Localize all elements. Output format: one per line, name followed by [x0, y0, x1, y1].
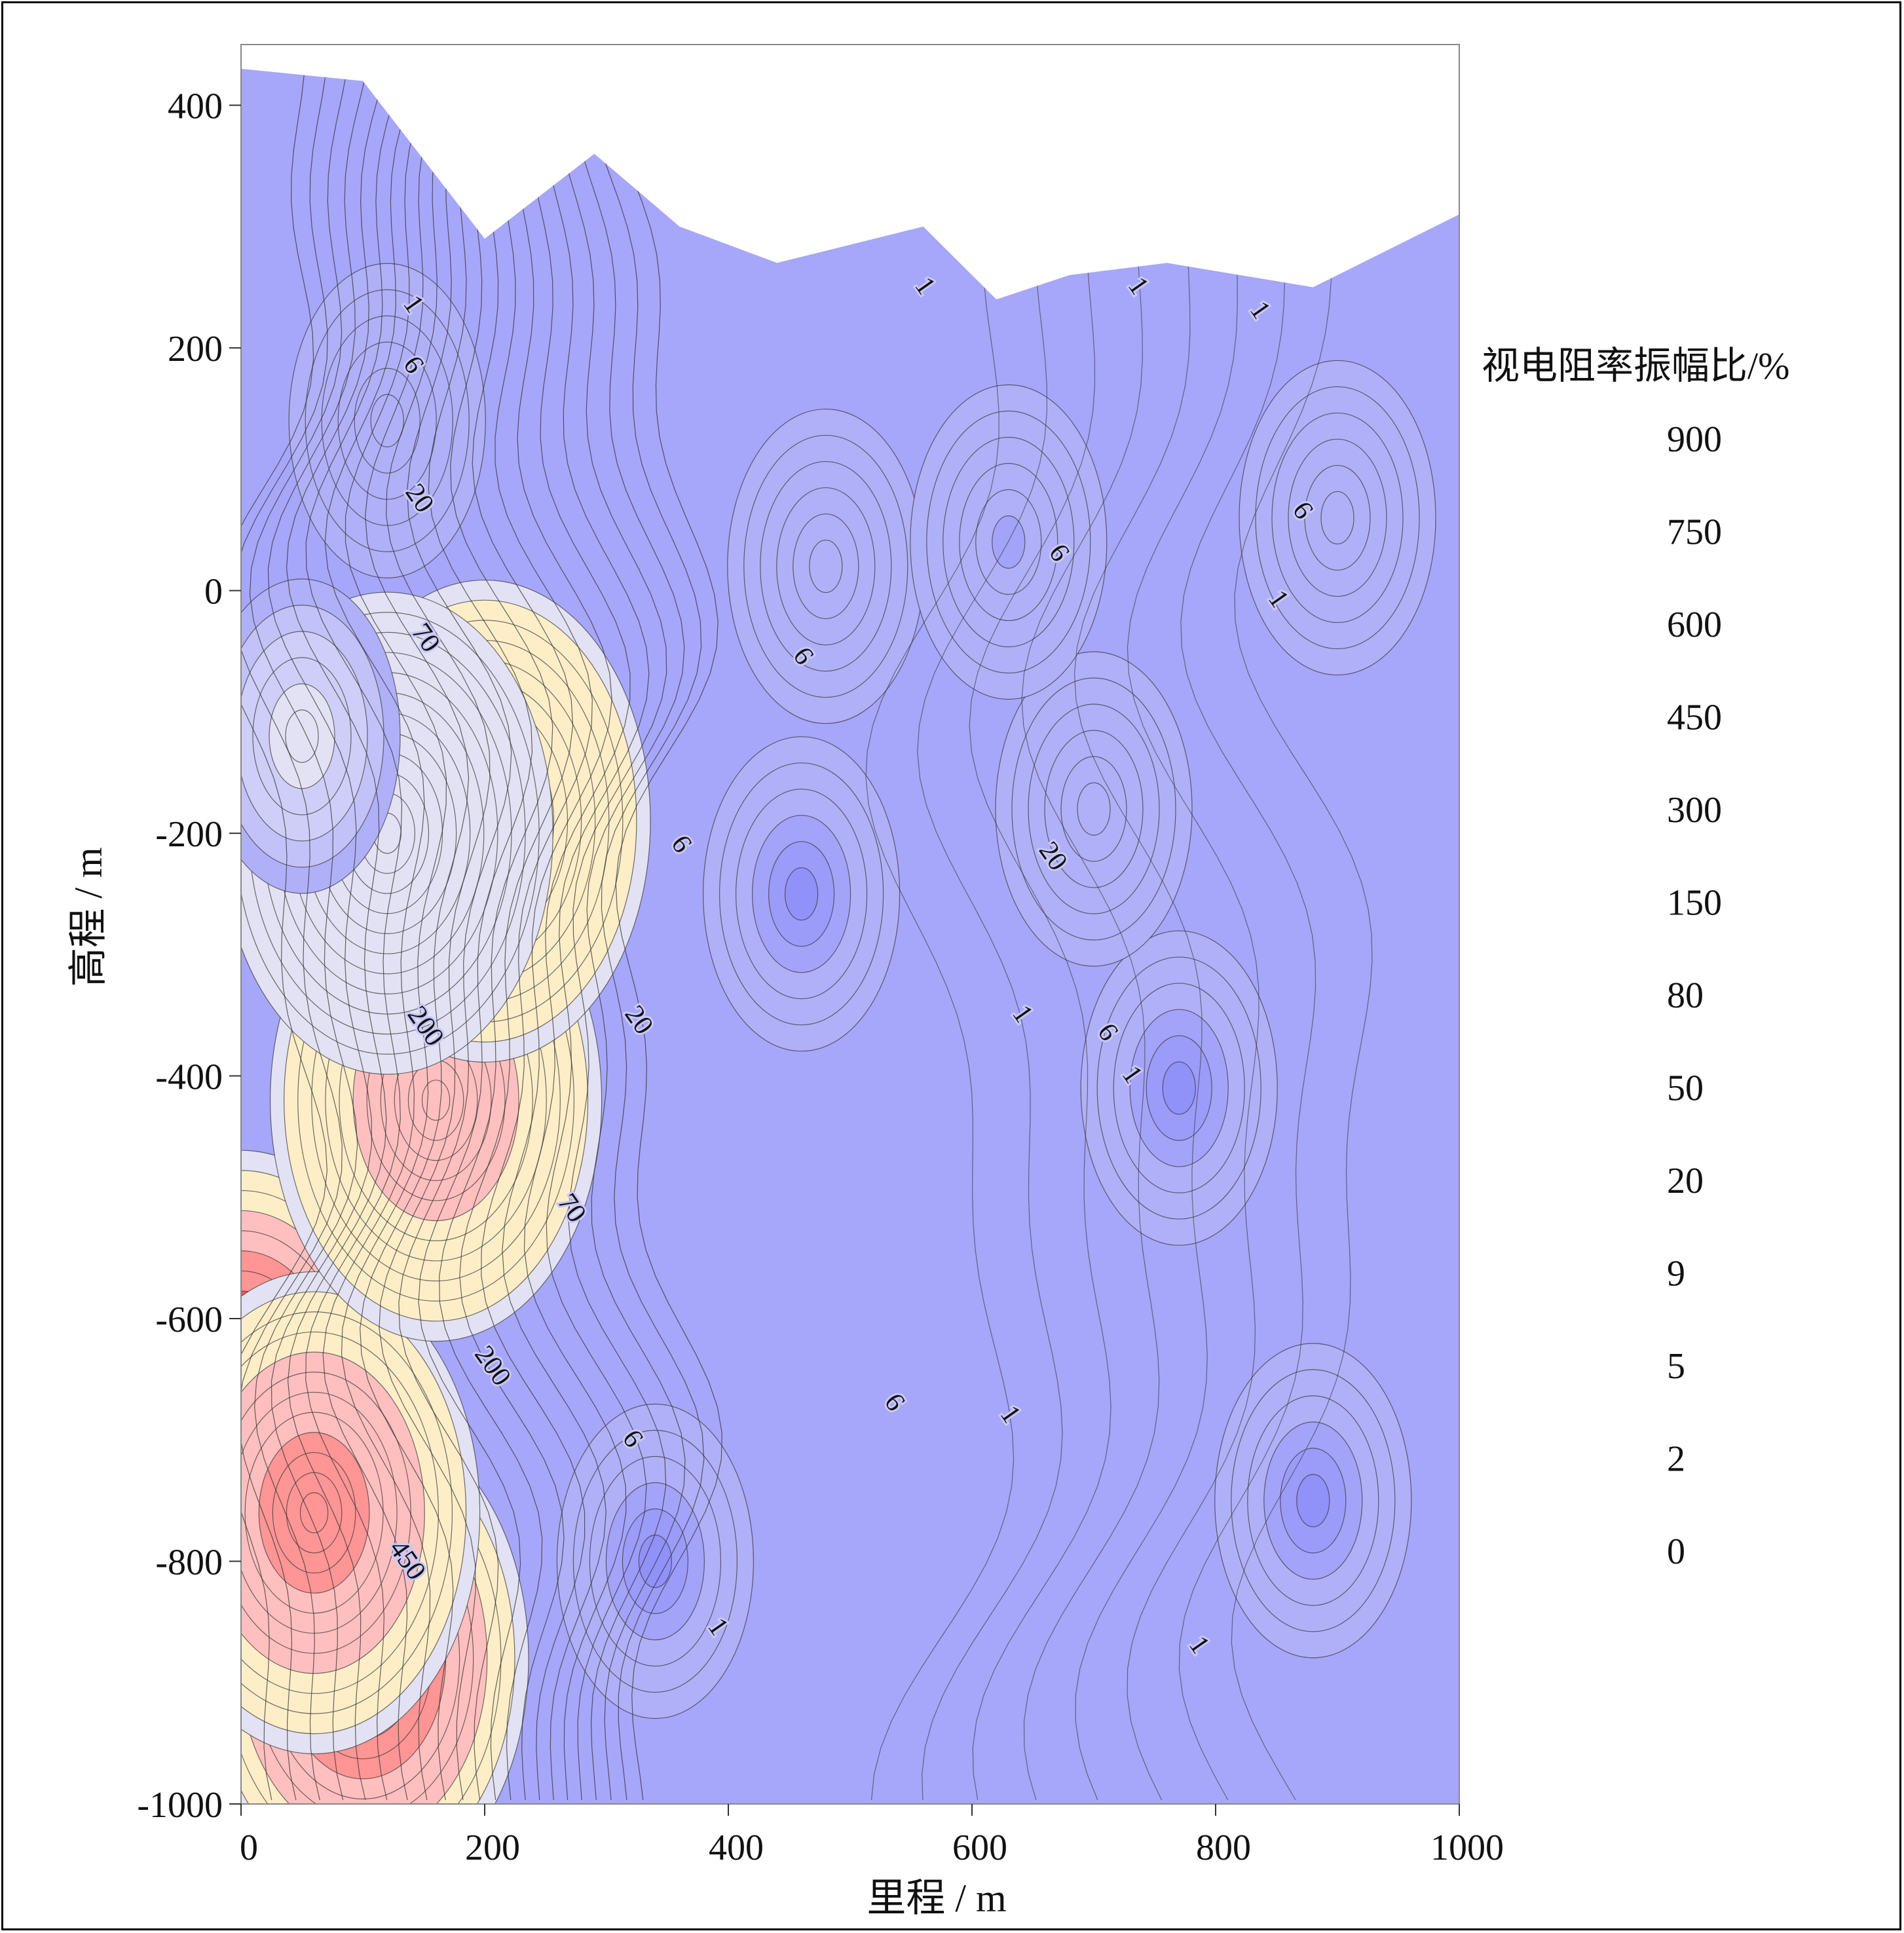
legend-tick-label: 80	[1667, 975, 1704, 1016]
anomaly-layer	[241, 263, 1436, 1804]
anomaly-ring	[1320, 491, 1354, 545]
x-axis-label: 里程 / m	[867, 1877, 1006, 1920]
y-axis-label: 高程 / m	[67, 847, 110, 986]
contour-line	[481, 45, 593, 1801]
legend-tick-label: 50	[1667, 1068, 1704, 1108]
legend-title: 视电阻率振幅比/%	[1482, 345, 1789, 387]
anomaly-ring	[784, 867, 819, 921]
legend-tick-label: 5	[1667, 1346, 1685, 1387]
plot-area	[241, 45, 1459, 1804]
x-tick-label: 0	[240, 1828, 258, 1868]
contour-line	[241, 45, 343, 1801]
contour-line	[1073, 45, 1214, 1801]
contour-line	[360, 45, 470, 1801]
contour-line	[969, 45, 1111, 1801]
legend-tick-label: 300	[1667, 790, 1722, 831]
contour-line	[572, 45, 686, 1801]
contour-line	[557, 45, 667, 1801]
y-tick-label: -800	[155, 1543, 223, 1583]
legend-tick-label: 0	[1667, 1531, 1685, 1572]
x-tick-label: 800	[1196, 1828, 1251, 1868]
legend-tick-label: 450	[1667, 697, 1722, 738]
contour-line	[1178, 45, 1316, 1801]
contour-line	[542, 45, 650, 1801]
contour-line	[398, 45, 512, 1801]
contour-line	[241, 45, 328, 1801]
y-tick-label: 0	[204, 572, 223, 612]
anomaly-ring	[1296, 1474, 1330, 1528]
anomaly-ring	[638, 1534, 673, 1588]
legend-tick-label: 750	[1667, 512, 1722, 552]
legend-tick-label: 2	[1667, 1438, 1685, 1479]
anomaly-ring	[809, 539, 843, 593]
sky-mask	[241, 45, 1459, 299]
contour-line	[286, 45, 392, 1801]
contour-line	[267, 45, 373, 1801]
legend-tick-label: 900	[1667, 419, 1722, 460]
contour-line	[439, 45, 553, 1801]
anomaly-ring	[370, 394, 404, 447]
contour-line	[322, 45, 429, 1801]
x-tick-label: 1000	[1430, 1828, 1504, 1868]
anomaly-ring	[285, 709, 319, 763]
y-axis: 400 200 0 -200 -400 -600 -800 -1000	[137, 86, 241, 1826]
plot-border	[240, 44, 1460, 1805]
contour-line	[502, 45, 612, 1801]
x-axis: 0 200 400 600 800 1000	[240, 1804, 1504, 1868]
contour-line	[523, 45, 631, 1801]
contour-line	[379, 45, 491, 1801]
anomaly-ring	[1077, 782, 1111, 836]
contour-line	[459, 45, 574, 1801]
y-tick-label: -1000	[137, 1785, 223, 1826]
x-tick-label: 400	[709, 1828, 764, 1868]
contour-line	[865, 45, 1015, 1801]
y-tick-label: -600	[155, 1300, 223, 1340]
anomaly-ring	[421, 1079, 451, 1121]
contour-line	[1021, 45, 1161, 1801]
contour-line	[341, 45, 447, 1801]
anomaly-ring	[1162, 1061, 1196, 1115]
legend-tick-label: 150	[1667, 882, 1722, 923]
contour-lines	[241, 45, 1373, 1801]
contour-line	[249, 45, 358, 1801]
contour-line	[1231, 45, 1373, 1801]
legend-tick-label: 600	[1667, 605, 1722, 645]
contour-line	[917, 45, 1063, 1801]
y-tick-label: -200	[155, 814, 223, 855]
x-tick-label: 600	[952, 1828, 1007, 1868]
anomaly-ring	[299, 1492, 329, 1533]
contour-line	[603, 45, 722, 1801]
contour-line	[305, 45, 411, 1801]
contour-line	[1127, 45, 1265, 1801]
x-tick-label: 200	[465, 1828, 520, 1868]
y-tick-label: 400	[168, 86, 223, 127]
y-tick-label: -400	[155, 1057, 223, 1098]
legend-tick-label: 20	[1667, 1161, 1704, 1201]
y-tick-label: 200	[168, 329, 223, 369]
contour-line	[588, 45, 705, 1801]
contour-line	[418, 45, 533, 1801]
legend-tick-label: 9	[1667, 1253, 1685, 1294]
